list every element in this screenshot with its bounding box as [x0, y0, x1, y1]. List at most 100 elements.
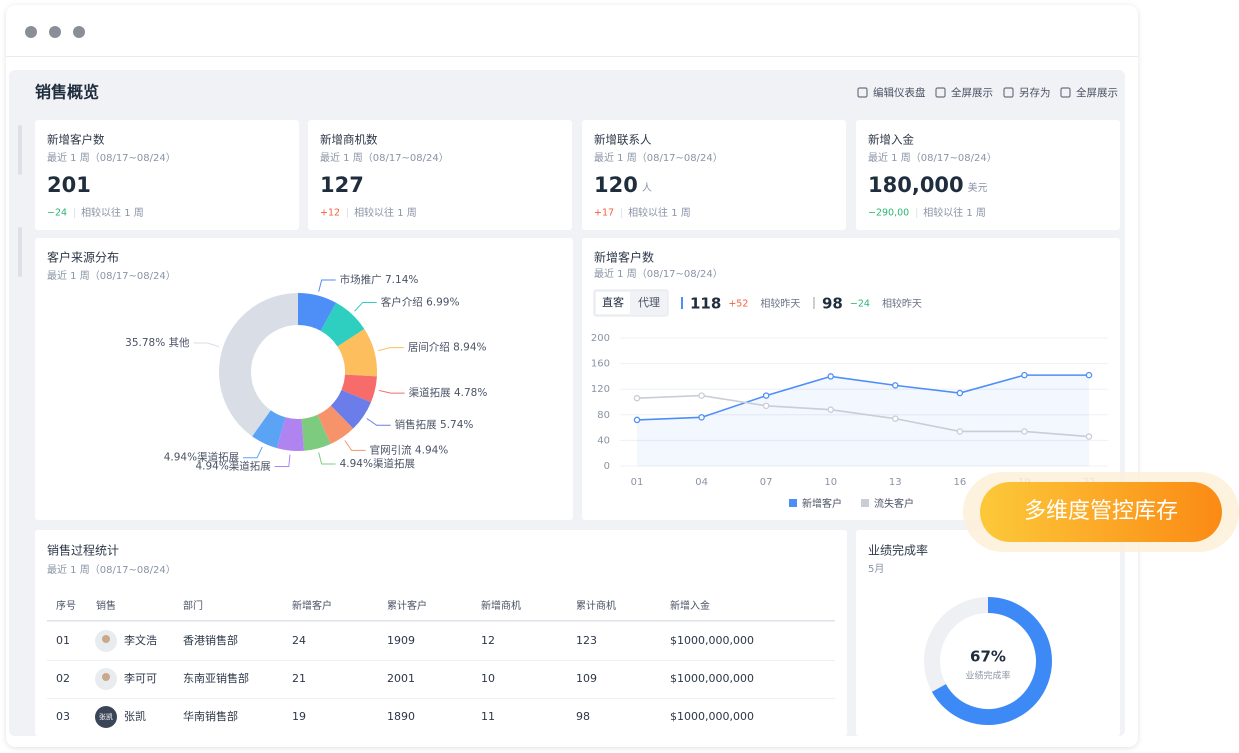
chart-subtitle: 5月 — [868, 563, 884, 575]
line-area — [637, 375, 1089, 466]
line-point — [698, 392, 705, 399]
action-icon — [1003, 87, 1014, 98]
legend-swatch — [789, 499, 797, 507]
chart-title: 新增客户数 — [594, 250, 654, 265]
leader-line — [318, 452, 336, 465]
legend-label[interactable]: 流失客户 — [874, 497, 914, 510]
slice-label: 4.94%渠道拓展 — [340, 457, 416, 470]
card — [35, 120, 299, 230]
line-point — [1021, 428, 1028, 435]
badge-text[interactable]: 多维度管控库存 — [1024, 499, 1178, 524]
kpi-title: 新增商机数 — [320, 133, 378, 147]
header-action[interactable]: 另存为 — [1019, 86, 1051, 99]
card — [582, 120, 846, 230]
slice-label: 4.94%渠道拓展 — [164, 451, 240, 464]
y-tick-label: 0 — [604, 461, 610, 472]
separator — [74, 208, 76, 218]
badge — [980, 482, 1222, 542]
kpi-compare: 相较以往 1 周 — [628, 206, 691, 219]
donut-slice — [276, 417, 305, 451]
kpi-value: 180,000 — [868, 173, 964, 197]
line-point — [827, 406, 834, 413]
slice-label: 4.94%渠道拓展 — [195, 460, 271, 473]
line — [636, 394, 1090, 438]
action-icon — [1060, 87, 1071, 98]
donut-slice — [320, 302, 365, 347]
table-cell: 10 — [481, 672, 495, 685]
line-point — [698, 414, 705, 421]
table-header: 新增商机 — [481, 599, 521, 612]
kpi-unit: 美元 — [968, 181, 988, 194]
table-cell: 东南亚销售部 — [183, 671, 249, 685]
stat-delta: +52 — [728, 299, 748, 310]
leader-line — [378, 347, 404, 352]
line-point — [1021, 371, 1028, 379]
scroll-mark — [18, 125, 22, 175]
tab[interactable]: 直客 — [602, 295, 624, 309]
gauge-caption: 业绩完成率 — [965, 670, 1010, 682]
donut-slice — [252, 410, 286, 449]
avatar-head — [102, 673, 110, 681]
table-cell: $1000,000,000 — [670, 672, 754, 685]
table-title: 销售过程统计 — [47, 543, 119, 558]
kpi-title: 新增客户数 — [47, 133, 105, 147]
table-header: 累计客户 — [387, 599, 427, 612]
kpi-value: 120 — [594, 173, 638, 197]
y-tick-label: 80 — [597, 410, 610, 421]
kpi-delta: +17 — [594, 208, 614, 219]
table-header: 销售 — [96, 599, 116, 612]
kpi-delta: −24 — [47, 208, 67, 219]
table-subtitle: 最近 1 周（08/17~08/24） — [47, 563, 176, 576]
x-tick-label: 07 — [760, 477, 773, 488]
table-cell: $1000,000,000 — [670, 634, 754, 647]
row-rule — [47, 660, 835, 661]
avatar-text: 张凯 — [99, 712, 113, 721]
header-action[interactable]: 编辑仪表盘 — [873, 86, 926, 99]
table-cell: 19 — [292, 710, 306, 723]
scroll-mark — [18, 227, 22, 277]
table-cell: 123 — [576, 634, 597, 647]
page-title: 销售概览 — [35, 83, 99, 102]
separator — [347, 208, 349, 218]
kpi-period: 最近 1 周（08/17~08/24） — [868, 151, 997, 164]
legend-label[interactable]: 新增客户 — [802, 497, 842, 510]
line-point — [1085, 371, 1093, 379]
line-point — [827, 373, 834, 380]
tab[interactable]: 代理 — [638, 296, 660, 309]
gauge-value: 67% — [970, 648, 1006, 666]
header-action[interactable]: 全屏展示 — [951, 86, 993, 99]
gauge-arc — [931, 597, 1052, 725]
x-tick-label: 13 — [889, 477, 902, 488]
kpi-title: 新增联系人 — [594, 133, 652, 147]
card — [35, 530, 847, 736]
leader-line — [193, 342, 220, 348]
window-dot — [73, 26, 85, 38]
header-action[interactable]: 全屏展示 — [1076, 86, 1118, 99]
table-cell: 03 — [56, 710, 70, 723]
donut-slice — [298, 293, 337, 331]
kpi-title: 新增入金 — [868, 133, 914, 147]
table-cell: 1890 — [387, 710, 415, 723]
x-tick-label: 10 — [824, 477, 837, 488]
table-header: 新增入金 — [670, 599, 710, 612]
tab-active — [596, 292, 630, 314]
donut-slice — [337, 329, 377, 377]
table-cell: 香港销售部 — [183, 633, 238, 647]
card — [35, 238, 573, 520]
table-cell: 21 — [292, 672, 306, 685]
y-tick-label: 40 — [597, 435, 610, 446]
slice-label: 渠道拓展 4.78% — [409, 386, 488, 399]
line-point — [633, 394, 641, 402]
table-cell: 12 — [481, 634, 495, 647]
leader-line — [274, 454, 291, 468]
donut-slice — [219, 293, 298, 437]
table-cell: 24 — [292, 634, 306, 647]
leader-line — [366, 418, 391, 426]
table-cell: $1000,000,000 — [670, 710, 754, 723]
kpi-compare: 相较以往 1 周 — [923, 206, 986, 219]
table-cell: 01 — [56, 634, 70, 647]
table-header-rule — [47, 620, 835, 622]
line-point — [762, 402, 770, 410]
kpi-unit: 人 — [642, 182, 652, 194]
